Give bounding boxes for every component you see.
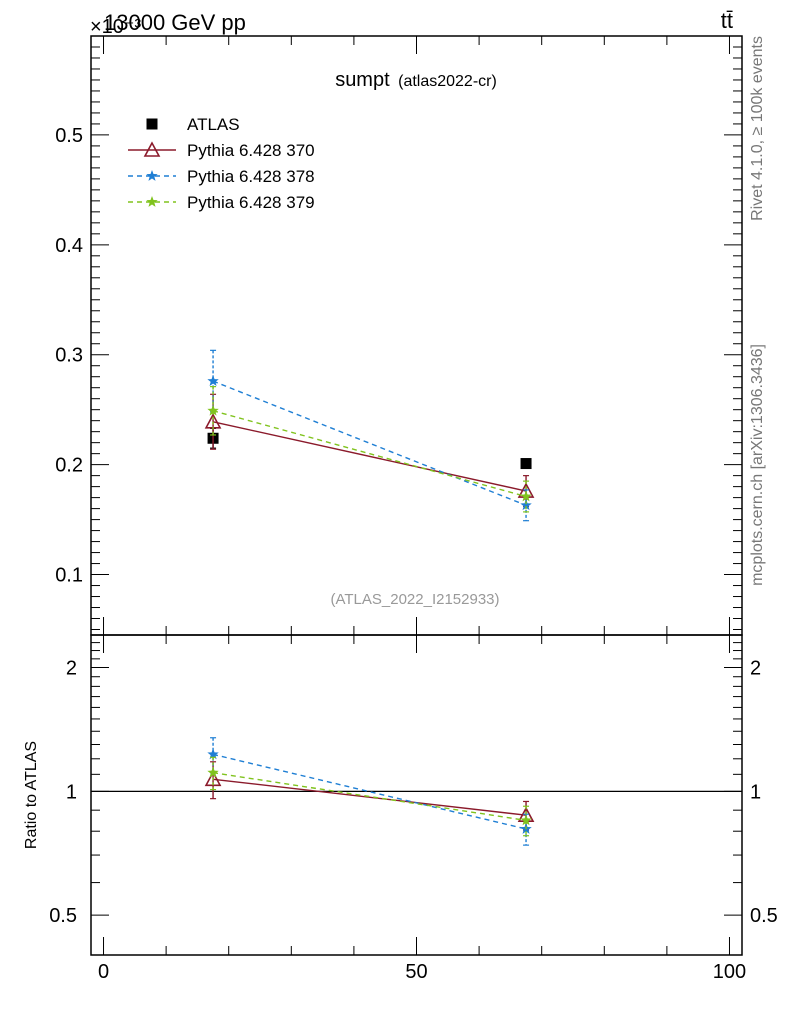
y-tick-label: 0.2	[55, 455, 83, 477]
data-marker-star	[146, 170, 158, 181]
legend-label: Pythia 6.428 370	[187, 141, 315, 160]
plot-title: sumpt (atlas2022-cr)	[335, 69, 497, 91]
ratio-series-layer	[204, 737, 535, 846]
y-tick-label: 0.5	[55, 125, 83, 147]
x-axis: 0 50 100	[98, 36, 746, 983]
legend-entry: ATLAS	[146, 115, 240, 134]
series-line	[212, 772, 527, 822]
data-marker-star	[207, 375, 219, 386]
x-tick-label: 50	[405, 961, 427, 983]
data-marker-star	[520, 814, 532, 826]
legend-entry: Pythia 6.428 370	[128, 141, 315, 160]
series-line	[212, 380, 527, 506]
data-marker-square	[146, 118, 158, 130]
legend: ATLAS Pythia 6.428 370 Pythia 6.428 378 Pyt…	[128, 115, 315, 212]
header-process-label: tt̄	[721, 8, 733, 33]
ratio-y-tick-label-right: 0.5	[750, 905, 778, 927]
plot-title-main: sumpt	[335, 69, 390, 91]
data-marker-star	[207, 404, 219, 416]
ratio-plot-frame	[90, 634, 743, 956]
data-marker-star	[207, 766, 219, 778]
series-line	[212, 410, 527, 498]
legend-entry: Pythia 6.428 378	[128, 167, 315, 186]
mcplots-label: mcplots.cern.ch [arXiv:1306.3436]	[749, 344, 766, 586]
legend-label: Pythia 6.428 379	[187, 193, 315, 212]
ratio-y-tick-label: 2	[66, 658, 77, 680]
ratio-y-tick-label-right: 2	[750, 658, 761, 680]
y-axis-exponent: ×10⁻³	[90, 16, 141, 38]
analysis-watermark: (ATLAS_2022_I2152933)	[330, 591, 499, 608]
ratio-y-axis-label: Ratio to ATLAS	[23, 741, 40, 849]
legend-label: ATLAS	[187, 115, 240, 134]
ratio-y-tick-label-right: 1	[750, 781, 761, 803]
x-tick-label: 0	[98, 961, 109, 983]
plot-title-sub: (atlas2022-cr)	[398, 73, 497, 90]
rivet-version-label: Rivet 4.1.0, ≥ 100k events	[749, 36, 766, 221]
y-tick-label: 0.3	[55, 345, 83, 367]
data-marker-star	[520, 490, 532, 502]
ratio-y-axis: 0.5 0.5 1 1 2 2	[49, 642, 778, 956]
main-y-axis: 0.1 0.2 0.3 0.4 0.5	[55, 35, 742, 631]
data-marker-triangle	[143, 141, 161, 157]
data-marker-star	[146, 196, 158, 207]
legend-entry: Pythia 6.428 379	[128, 193, 315, 212]
legend-label: Pythia 6.428 378	[187, 167, 315, 186]
data-marker-star	[207, 748, 219, 760]
main-series-layer	[204, 349, 535, 522]
y-tick-label: 0.1	[55, 565, 83, 587]
header-energy-label: 13000 GeV pp	[104, 10, 246, 35]
series-line	[212, 421, 527, 492]
y-tick-label: 0.4	[55, 235, 83, 257]
ratio-y-tick-label: 0.5	[49, 905, 77, 927]
x-tick-label: 100	[713, 961, 746, 983]
series-line	[212, 778, 527, 816]
data-marker-star	[520, 499, 532, 511]
ratio-y-tick-label: 1	[66, 781, 77, 803]
data-marker-square	[520, 458, 532, 470]
